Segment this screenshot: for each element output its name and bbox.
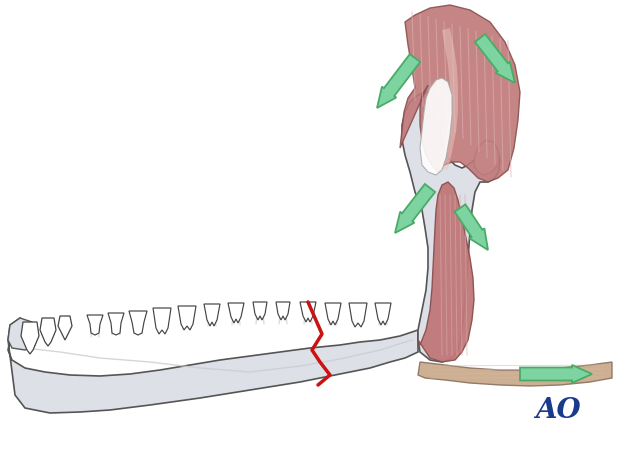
Polygon shape (300, 302, 316, 322)
Polygon shape (8, 318, 38, 350)
Polygon shape (420, 78, 452, 175)
Polygon shape (276, 302, 290, 320)
Polygon shape (325, 303, 341, 325)
Polygon shape (8, 318, 418, 413)
Polygon shape (204, 304, 220, 326)
Polygon shape (228, 303, 244, 323)
Polygon shape (58, 316, 72, 340)
Polygon shape (418, 362, 612, 386)
Polygon shape (400, 5, 520, 182)
Polygon shape (349, 303, 367, 327)
Text: AO: AO (535, 397, 581, 424)
FancyArrow shape (377, 54, 420, 108)
Polygon shape (418, 182, 474, 362)
Polygon shape (40, 318, 56, 346)
Polygon shape (129, 311, 147, 335)
Polygon shape (474, 140, 499, 175)
Polygon shape (402, 92, 500, 362)
FancyArrow shape (520, 365, 592, 383)
Polygon shape (87, 315, 103, 335)
FancyArrow shape (395, 184, 435, 233)
Polygon shape (21, 322, 39, 354)
Polygon shape (375, 303, 391, 325)
FancyArrow shape (454, 204, 488, 250)
FancyArrow shape (475, 34, 515, 83)
Polygon shape (108, 313, 124, 335)
Polygon shape (153, 308, 171, 334)
Polygon shape (440, 28, 458, 170)
Polygon shape (178, 306, 196, 330)
Polygon shape (253, 302, 267, 320)
